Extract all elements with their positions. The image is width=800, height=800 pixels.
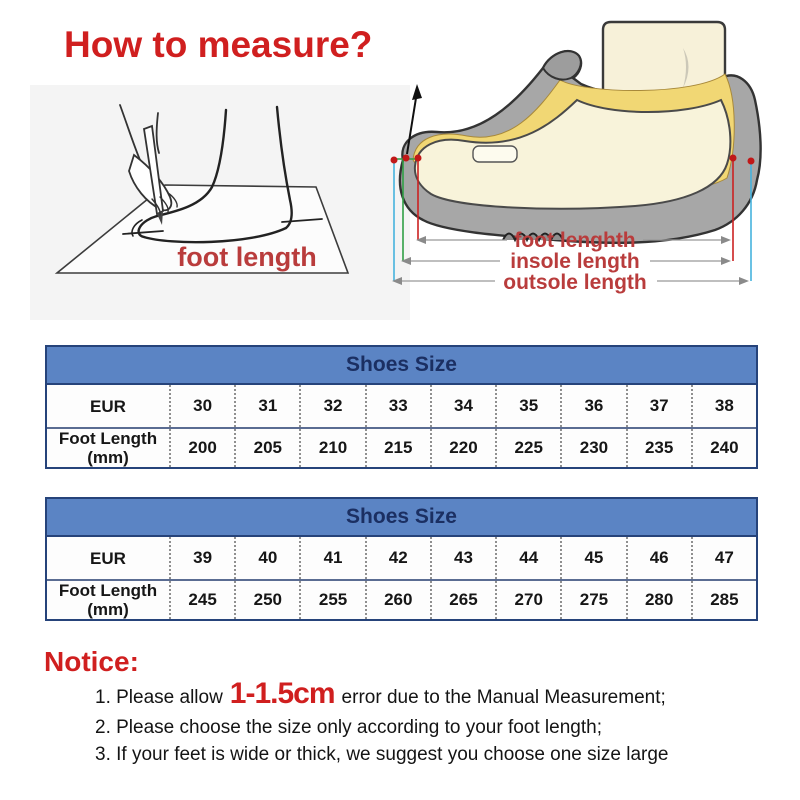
table-cell: 220 <box>429 429 495 467</box>
foot-tracing-svg: foot length <box>54 104 350 274</box>
table-cell: 42 <box>364 537 430 579</box>
table-cell: 205 <box>234 429 299 467</box>
dimension-arrowheads <box>392 236 749 285</box>
table-cell: 260 <box>364 581 430 619</box>
shoe-measurement-illustration: foot lenghth insole length outsole lengt… <box>385 8 795 308</box>
notice-item-3: 3. If your feet is wide or thick, we sug… <box>95 744 669 765</box>
table-cell: 41 <box>299 537 364 579</box>
table-cell: 37 <box>625 385 691 427</box>
table-cell: 215 <box>364 429 430 467</box>
shoe-collar <box>541 50 582 81</box>
foot-length-label: foot length <box>177 242 316 272</box>
size-table-eur-30-38: Shoes Size EUR 30 31 32 33 34 35 36 37 3… <box>45 345 758 469</box>
table-cell: 230 <box>560 429 625 467</box>
shoe-insole-length-label: insole length <box>510 250 640 273</box>
table-cell: 235 <box>625 429 691 467</box>
sole-tread <box>502 232 564 243</box>
table-cell: 39 <box>169 537 234 579</box>
table-cell: 33 <box>364 385 430 427</box>
row-label: Foot Length (mm) <box>58 581 158 619</box>
table-cell: 280 <box>625 581 691 619</box>
dimension-lines <box>397 239 745 282</box>
toe-cap-detail <box>472 145 518 163</box>
table-row-foot-length: Foot Length (mm) 200 205 210 215 220 225… <box>47 427 756 467</box>
table-cell: 265 <box>429 581 495 619</box>
notice-item-1-highlight: 1-1.5cm <box>229 677 336 710</box>
measurement-dots <box>390 154 755 165</box>
table-cell: 245 <box>169 581 234 619</box>
sock-shade <box>683 48 689 88</box>
row-label: EUR <box>90 548 126 568</box>
table-cell: 47 <box>690 537 756 579</box>
table-cell: 36 <box>560 385 625 427</box>
table-title: Shoes Size <box>47 499 756 537</box>
table-row-eur: EUR 39 40 41 42 43 44 45 46 47 <box>47 537 756 579</box>
notice-list: 1. Please allow 1-1.5cm error due to the… <box>95 677 755 768</box>
table-cell: 200 <box>169 429 234 467</box>
notice-item-1-prefix: 1. Please allow <box>95 687 223 708</box>
notice-item-1: 1. Please allow 1-1.5cm error due to the… <box>95 677 755 714</box>
table-cell: 210 <box>299 429 364 467</box>
table-cell: 35 <box>495 385 560 427</box>
table-cell: 34 <box>429 385 495 427</box>
table-cell: 38 <box>690 385 756 427</box>
table-cell: 43 <box>429 537 495 579</box>
table-cell: 31 <box>234 385 299 427</box>
foot-inside-shoe <box>413 98 732 210</box>
table-cell: 255 <box>299 581 364 619</box>
table-cell: 44 <box>495 537 560 579</box>
table-cell: 240 <box>690 429 756 467</box>
row-label: Foot Length (mm) <box>58 429 158 467</box>
shoe-diagram-svg: foot lenghth insole length outsole lengt… <box>390 20 762 294</box>
notice-item-1-suffix: error due to the Manual Measurement; <box>341 687 666 708</box>
row-label: EUR <box>90 396 126 416</box>
table-row-foot-length: Foot Length (mm) 245 250 255 260 265 270… <box>47 579 756 619</box>
table-cell: 270 <box>495 581 560 619</box>
table-cell: 40 <box>234 537 299 579</box>
toe-arrow <box>406 84 422 155</box>
hand-with-pen <box>119 104 178 225</box>
foot-outline <box>122 105 323 244</box>
size-table-eur-39-47: Shoes Size EUR 39 40 41 42 43 44 45 46 4… <box>45 497 758 621</box>
table-cell: 46 <box>625 537 691 579</box>
table-cell: 45 <box>560 537 625 579</box>
table-cell: 275 <box>560 581 625 619</box>
shoe-outsole-length-label: outsole length <box>503 271 647 294</box>
foot-tracing-illustration: foot length <box>30 85 410 320</box>
paper-sheet <box>54 184 350 274</box>
measurement-lines <box>393 158 752 281</box>
notice-item-2: 2. Please choose the size only according… <box>95 717 602 738</box>
table-title: Shoes Size <box>47 347 756 385</box>
table-cell: 30 <box>169 385 234 427</box>
page-title: How to measure? <box>64 24 373 65</box>
table-row-eur: EUR 30 31 32 33 34 35 36 37 38 <box>47 385 756 427</box>
table-cell: 32 <box>299 385 364 427</box>
table-cell: 225 <box>495 429 560 467</box>
shoe-foot-length-label: foot lenghth <box>514 229 635 252</box>
table-cell: 285 <box>690 581 756 619</box>
notice-title: Notice: <box>44 646 139 677</box>
table-cell: 250 <box>234 581 299 619</box>
